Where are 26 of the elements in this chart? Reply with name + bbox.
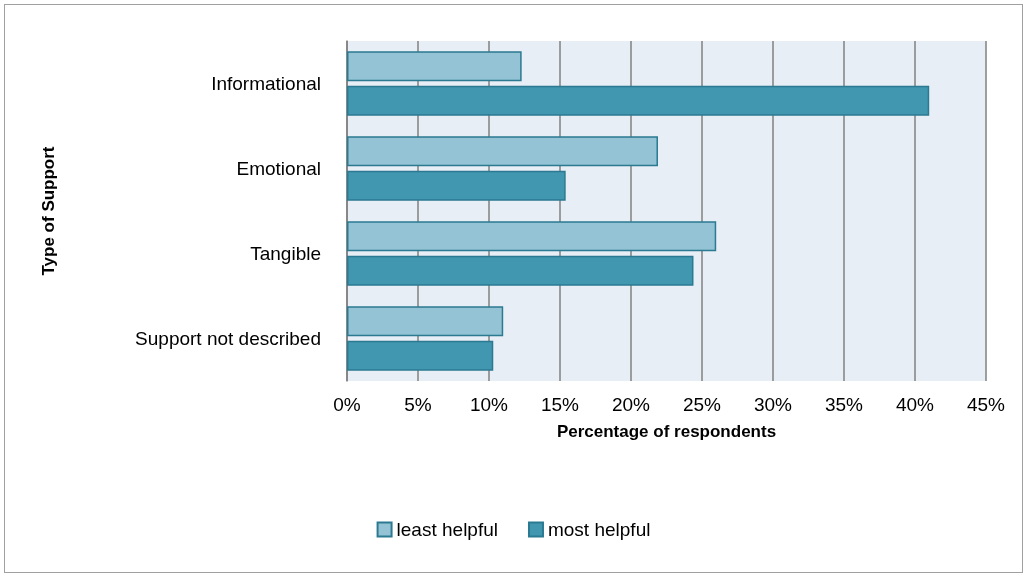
legend-label: most helpful xyxy=(547,519,651,540)
bar xyxy=(347,170,566,201)
y-tick-label: Support not described xyxy=(135,328,321,349)
x-tick-label: 25% xyxy=(682,394,722,415)
x-tick-label: 45% xyxy=(966,394,1006,415)
y-tick-label: Tangible xyxy=(250,243,321,264)
y-tick-label: Informational xyxy=(211,73,321,94)
x-axis-title: Percentage of respondents xyxy=(556,422,777,441)
y-axis-title: Type of Support xyxy=(39,146,58,276)
x-tick-label: 15% xyxy=(540,394,580,415)
x-tick-label: 35% xyxy=(824,394,864,415)
x-tick-label: 30% xyxy=(753,394,793,415)
bar xyxy=(347,85,930,116)
bar xyxy=(347,340,494,371)
x-tick-label: 5% xyxy=(404,394,432,415)
legend-label: least helpful xyxy=(396,519,498,540)
x-tick-label: 0% xyxy=(333,394,361,415)
bar xyxy=(347,255,694,286)
x-tick-label: 20% xyxy=(611,394,651,415)
x-tick-label: 40% xyxy=(895,394,935,415)
bar xyxy=(347,306,504,337)
bar xyxy=(347,51,522,82)
x-tick-label: 10% xyxy=(469,394,509,415)
bar xyxy=(347,136,658,167)
y-tick-label: Emotional xyxy=(236,158,321,179)
bar xyxy=(347,221,717,252)
